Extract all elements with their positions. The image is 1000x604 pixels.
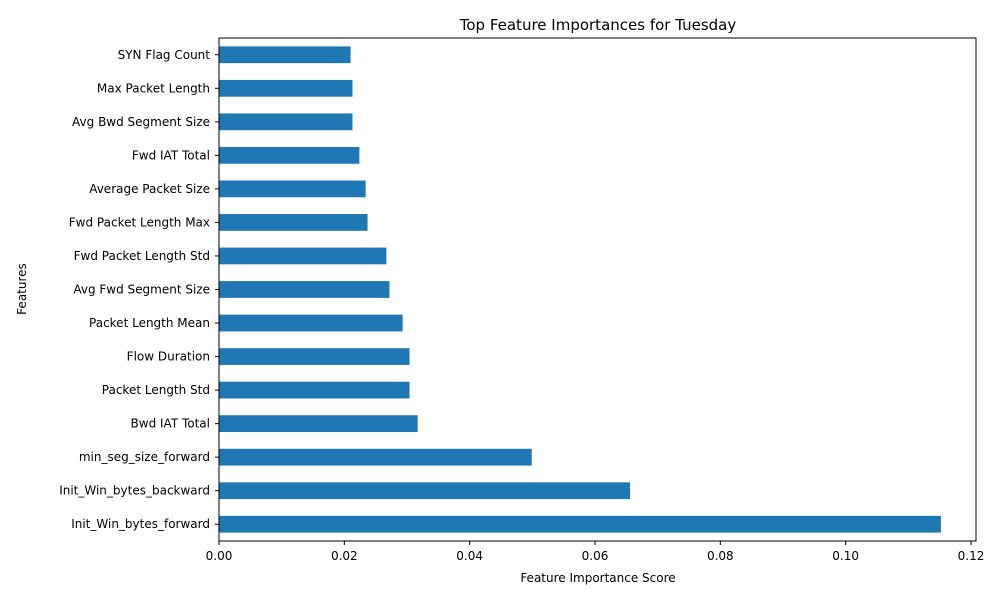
bar-max-packet-length (219, 79, 353, 97)
y-tick-label: Packet Length Std (102, 383, 210, 397)
bar-avg-bwd-segment-size (219, 113, 353, 131)
plot-frame (218, 37, 977, 542)
y-tick-label: Avg Bwd Segment Size (72, 115, 210, 129)
y-tick-label: Average Packet Size (89, 182, 210, 196)
x-tick-label: 0.08 (707, 549, 734, 563)
bar-min-seg-size-forward (219, 448, 532, 466)
y-tick-label: SYN Flag Count (118, 48, 211, 62)
bar-fwd-packet-length-max (219, 214, 368, 231)
x-axis-label: Feature Importance Score (520, 571, 675, 585)
y-tick-label: Bwd IAT Total (131, 417, 210, 431)
x-tick-label: 0.02 (331, 549, 358, 563)
y-tick-label: Flow Duration (127, 350, 210, 364)
y-tick-label: Fwd Packet Length Std (74, 249, 210, 263)
x-tick-label: 0.10 (832, 549, 859, 563)
bar-flow-duration (219, 348, 410, 365)
x-axis-ticks: 0.00 0.02 0.04 0.06 0.08 0.10 0.12 (206, 541, 985, 563)
bar-init-win-bytes-backward (219, 482, 631, 500)
y-axis-label: Features (15, 263, 29, 315)
y-tick-label: Packet Length Mean (89, 316, 210, 330)
bar-packet-length-mean (219, 314, 403, 332)
y-tick-label: min_seg_size_forward (79, 450, 210, 464)
x-tick-label: 0.12 (958, 549, 985, 563)
chart-title: Top Feature Importances for Tuesday (459, 16, 737, 34)
y-tick-label: Init_Win_bytes_backward (59, 484, 210, 498)
x-tick-label: 0.06 (582, 549, 609, 563)
y-tick-label: Fwd IAT Total (132, 148, 210, 162)
x-tick-label: 0.04 (456, 549, 483, 563)
bar-fwd-iat-total (219, 146, 360, 164)
y-tick-label: Init_Win_bytes_forward (71, 517, 210, 531)
y-tick-label: Fwd Packet Length Max (69, 215, 210, 229)
y-tick-label: Max Packet Length (97, 81, 210, 95)
bar-init-win-bytes-forward (219, 515, 941, 533)
bar-bwd-iat-total (219, 415, 418, 433)
y-tick-label: Avg Fwd Segment Size (73, 283, 210, 297)
bars-group (219, 46, 941, 533)
bar-avg-fwd-segment-size (219, 281, 390, 298)
x-tick-label: 0.00 (206, 549, 233, 563)
y-axis-ticks: Init_Win_bytes_forward Init_Win_bytes_bac… (59, 48, 219, 531)
bar-average-packet-size (219, 180, 366, 198)
bar-fwd-packet-length-std (219, 247, 387, 265)
bar-packet-length-std (219, 381, 410, 399)
bar-syn-flag-count (219, 46, 351, 64)
